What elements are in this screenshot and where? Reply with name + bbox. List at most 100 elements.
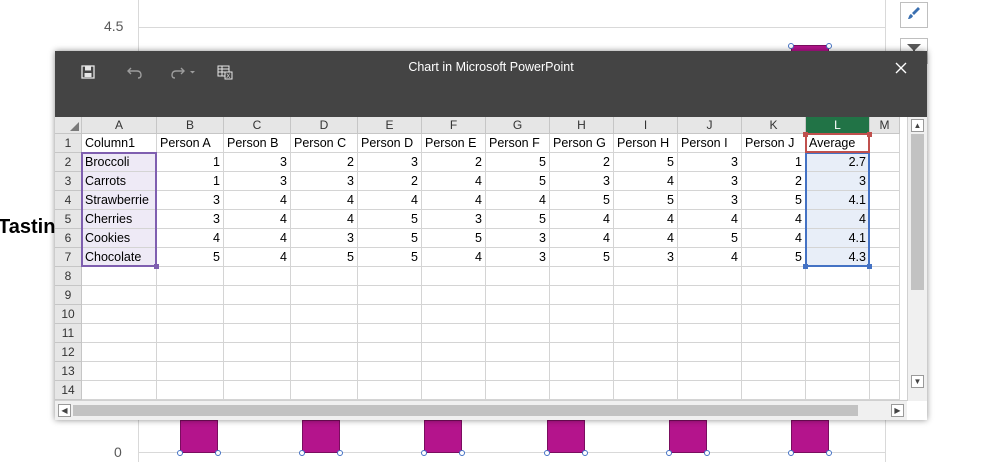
cell-f12[interactable] [422,343,486,362]
bar-selection-handle[interactable] [704,450,710,456]
bar-selection-handle[interactable] [337,450,343,456]
cell-k5[interactable]: 4 [742,210,806,229]
bar-selection-handle[interactable] [215,450,221,456]
cell-d1[interactable]: Person C [291,134,358,153]
cell-m1[interactable] [870,134,900,153]
cell-m8[interactable] [870,267,900,286]
row-header-12[interactable]: 12 [55,343,82,362]
row-header-7[interactable]: 7 [55,248,82,267]
cell-k8[interactable] [742,267,806,286]
cell-f10[interactable] [422,305,486,324]
column-header-j[interactable]: J [678,117,742,134]
undo-icon[interactable] [124,61,146,83]
cell-j11[interactable] [678,324,742,343]
cell-m10[interactable] [870,305,900,324]
chart-bar[interactable] [669,420,707,453]
cell-d4[interactable]: 4 [291,191,358,210]
cell-c7[interactable]: 4 [224,248,291,267]
cell-l1[interactable]: Average [806,134,870,153]
cell-j1[interactable]: Person I [678,134,742,153]
cell-c6[interactable]: 4 [224,229,291,248]
cell-a9[interactable] [82,286,157,305]
cell-b2[interactable]: 1 [157,153,224,172]
cell-f3[interactable]: 4 [422,172,486,191]
cell-l5[interactable]: 4 [806,210,870,229]
cell-i12[interactable] [614,343,678,362]
cell-f2[interactable]: 2 [422,153,486,172]
row-header-9[interactable]: 9 [55,286,82,305]
cell-j13[interactable] [678,362,742,381]
cell-b4[interactable]: 3 [157,191,224,210]
cell-k9[interactable] [742,286,806,305]
row-header-4[interactable]: 4 [55,191,82,210]
cell-j5[interactable]: 4 [678,210,742,229]
range-resize-handle[interactable] [154,264,159,269]
chart-bar[interactable] [302,420,340,453]
cell-e11[interactable] [358,324,422,343]
cell-c1[interactable]: Person B [224,134,291,153]
cell-l7[interactable]: 4.3 [806,248,870,267]
cell-d12[interactable] [291,343,358,362]
row-header-1[interactable]: 1 [55,134,82,153]
cell-h4[interactable]: 5 [550,191,614,210]
cell-h9[interactable] [550,286,614,305]
cell-j12[interactable] [678,343,742,362]
cell-a4[interactable]: Strawberrie [82,191,157,210]
cell-l3[interactable]: 3 [806,172,870,191]
scroll-up-arrow[interactable]: ▲ [911,119,924,132]
cell-h5[interactable]: 4 [550,210,614,229]
chart-bar[interactable] [424,420,462,453]
save-icon[interactable] [77,61,99,83]
cell-i9[interactable] [614,286,678,305]
cell-h13[interactable] [550,362,614,381]
cell-c4[interactable]: 4 [224,191,291,210]
cell-m14[interactable] [870,381,900,400]
cell-i3[interactable]: 4 [614,172,678,191]
cell-f14[interactable] [422,381,486,400]
cell-m13[interactable] [870,362,900,381]
bar-selection-handle[interactable] [459,450,465,456]
cell-g1[interactable]: Person F [486,134,550,153]
chart-bar[interactable] [791,420,829,453]
cell-d8[interactable] [291,267,358,286]
cell-i2[interactable]: 5 [614,153,678,172]
range-resize-handle[interactable] [867,264,872,269]
cell-h6[interactable]: 4 [550,229,614,248]
cell-h14[interactable] [550,381,614,400]
cell-a2[interactable]: Broccoli [82,153,157,172]
cell-h1[interactable]: Person G [550,134,614,153]
column-header-f[interactable]: F [422,117,486,134]
row-header-11[interactable]: 11 [55,324,82,343]
row-header-5[interactable]: 5 [55,210,82,229]
bar-selection-handle[interactable] [788,43,794,49]
cell-k4[interactable]: 5 [742,191,806,210]
cell-k11[interactable] [742,324,806,343]
cell-c12[interactable] [224,343,291,362]
cell-l6[interactable]: 4.1 [806,229,870,248]
cell-g5[interactable]: 5 [486,210,550,229]
cell-e1[interactable]: Person D [358,134,422,153]
cell-m6[interactable] [870,229,900,248]
column-header-l[interactable]: L [806,117,870,134]
bar-selection-handle[interactable] [826,450,832,456]
chart-bar[interactable] [547,420,585,453]
window-titlebar[interactable]: X Chart in Microsoft PowerPoint [55,51,927,117]
row-header-13[interactable]: 13 [55,362,82,381]
close-icon[interactable] [889,57,913,79]
cell-i6[interactable]: 4 [614,229,678,248]
cell-i8[interactable] [614,267,678,286]
cell-h11[interactable] [550,324,614,343]
cell-h10[interactable] [550,305,614,324]
cell-e10[interactable] [358,305,422,324]
cell-e12[interactable] [358,343,422,362]
cell-j6[interactable]: 5 [678,229,742,248]
cell-k2[interactable]: 1 [742,153,806,172]
cell-g4[interactable]: 4 [486,191,550,210]
cell-i4[interactable]: 5 [614,191,678,210]
bar-selection-handle[interactable] [666,450,672,456]
cell-f5[interactable]: 3 [422,210,486,229]
column-header-a[interactable]: A [82,117,157,134]
cell-f11[interactable] [422,324,486,343]
bar-selection-handle[interactable] [421,450,427,456]
cell-k10[interactable] [742,305,806,324]
